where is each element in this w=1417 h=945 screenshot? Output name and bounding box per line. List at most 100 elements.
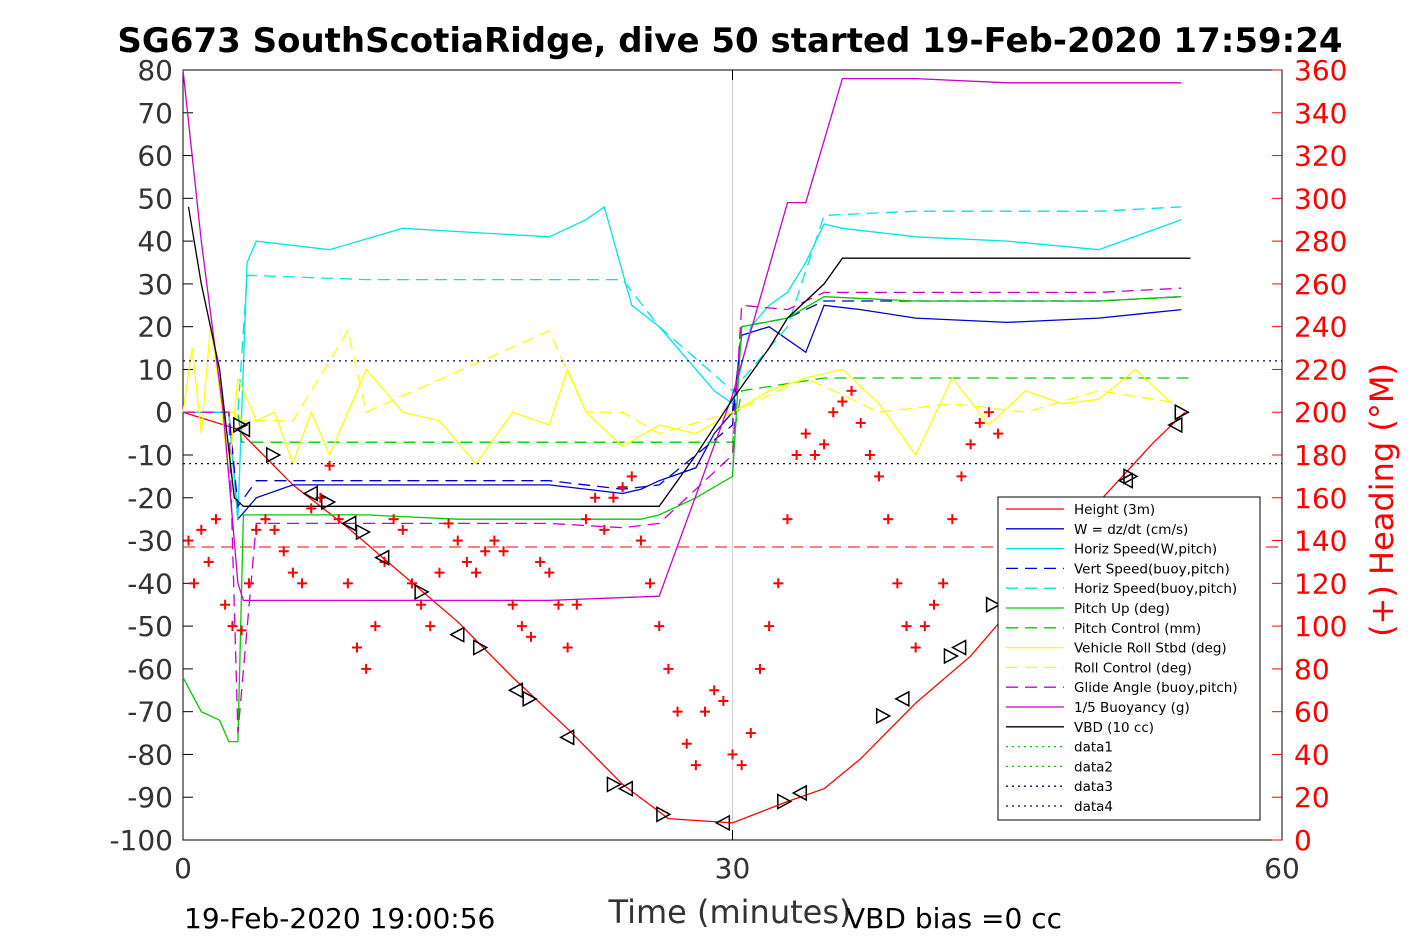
y-left-tick-label: -50 <box>127 610 173 643</box>
legend-label: Roll Control (deg) <box>1074 660 1192 676</box>
legend-label: Height (3m) <box>1074 502 1155 518</box>
heading-point <box>370 621 381 632</box>
heading-point <box>892 578 903 589</box>
legend-label: 1/5 Buoyancy (g) <box>1074 700 1190 716</box>
heading-point <box>425 621 436 632</box>
heading-point <box>416 599 427 610</box>
y-left-tick-label: -80 <box>127 738 173 771</box>
right-axis-title: (+) Heading (°M) <box>1363 363 1401 637</box>
series-line-roll-control-deg- <box>183 329 1182 435</box>
turn-marker <box>414 583 430 601</box>
chart-title: SG673 SouthScotiaRidge, dive 50 started … <box>117 21 1342 61</box>
heading-point <box>251 524 262 535</box>
turn-marker <box>656 806 672 823</box>
turn-marker <box>522 690 538 708</box>
y-left-tick-label: 20 <box>137 311 173 344</box>
turn-marker <box>233 416 249 434</box>
heading-point <box>608 492 619 503</box>
legend-label: W = dz/dt (cm/s) <box>1074 522 1188 538</box>
heading-point <box>471 567 482 578</box>
y-right-tick-label: 360 <box>1294 54 1347 87</box>
y-right-tick-label: 0 <box>1294 824 1312 857</box>
y-right-tick-label: 340 <box>1294 97 1347 130</box>
y-right-tick-label: 160 <box>1294 482 1347 515</box>
y-right-tick-label: 180 <box>1294 439 1347 472</box>
heading-point <box>269 524 280 535</box>
heading-point <box>626 471 637 482</box>
heading-point <box>406 578 417 589</box>
turn-marker <box>374 549 390 566</box>
y-left-tick-label: -10 <box>127 439 173 472</box>
y-left-tick-label: 30 <box>137 268 173 301</box>
y-right-tick-label: 300 <box>1294 182 1347 215</box>
heading-point <box>809 450 820 460</box>
heading-point <box>333 514 344 525</box>
legend-label: Pitch Up (deg) <box>1074 601 1170 617</box>
heading-point <box>828 407 839 418</box>
heading-point <box>461 556 472 567</box>
heading-point <box>919 621 930 632</box>
heading-point <box>580 514 591 525</box>
heading-point <box>764 621 775 632</box>
turn-marker <box>266 446 282 464</box>
turn-marker <box>234 421 251 438</box>
heading-point <box>544 567 555 578</box>
turn-marker <box>1167 416 1183 434</box>
heading-point <box>718 695 729 706</box>
heading-point <box>535 556 546 567</box>
y-left-tick-label: -70 <box>127 696 173 729</box>
turn-marker <box>951 639 967 656</box>
legend-box <box>997 496 1261 821</box>
y-right-tick-label: 140 <box>1294 525 1347 558</box>
y-right-tick-label: 120 <box>1294 567 1347 600</box>
x-axis-title: Time (minutes) <box>608 893 852 931</box>
heading-point <box>635 535 646 546</box>
heading-point <box>306 503 317 514</box>
turn-marker <box>606 776 623 793</box>
heading-point <box>220 599 231 610</box>
legend-label: data3 <box>1074 779 1113 795</box>
heading-point <box>278 546 289 557</box>
y-right-tick-label: 280 <box>1294 225 1347 258</box>
heading-point <box>196 524 207 535</box>
heading-point <box>243 578 254 589</box>
heading-point <box>590 492 601 503</box>
legend: Height (3m) W = dz/dt (cm/s) Horiz Speed(W… <box>997 496 1261 821</box>
heading-point <box>965 439 976 450</box>
heading-point <box>663 663 674 674</box>
heading-point <box>324 460 335 471</box>
heading-point <box>928 599 939 610</box>
series-line-pitch-up-deg- <box>182 296 1182 743</box>
plot-area: 0 30 6080706050403020100-10-20-30-40-50-60… <box>109 54 1347 885</box>
heading-point <box>443 518 454 529</box>
turn-marker <box>302 485 318 502</box>
heading-point <box>874 471 885 482</box>
y-left-tick-label: -40 <box>127 567 173 600</box>
y-left-tick-label: -20 <box>127 482 173 515</box>
y-right-tick-label: 80 <box>1294 653 1330 686</box>
heading-point <box>709 685 720 696</box>
legend-label: VBD (10 cc) <box>1074 720 1154 736</box>
y-right-tick-label: 40 <box>1294 738 1330 771</box>
x-tick-label: 60 <box>1264 852 1300 885</box>
heading-point <box>227 621 238 632</box>
series-line-w-dz-dt-cm-s- <box>183 304 1182 521</box>
heading-point <box>489 535 500 546</box>
heading-point <box>480 546 491 557</box>
legend-label: Horiz Speed(buoy,pitch) <box>1074 581 1237 597</box>
y-left-tick-label: 10 <box>137 353 173 386</box>
heading-point <box>361 663 372 674</box>
series-line-vehicle-roll-stbd-deg- <box>182 326 1173 477</box>
heading-point <box>993 428 1004 439</box>
turn-marker <box>472 639 489 656</box>
heading-point <box>287 567 298 578</box>
x-tick-label: 30 <box>715 852 751 885</box>
y-left-tick-label: -60 <box>127 653 173 686</box>
turn-marker <box>943 647 960 665</box>
heading-point <box>645 578 656 589</box>
heading-point <box>855 417 866 428</box>
heading-point <box>754 663 765 674</box>
turn-marker <box>320 493 337 511</box>
turn-marker <box>1174 403 1190 421</box>
